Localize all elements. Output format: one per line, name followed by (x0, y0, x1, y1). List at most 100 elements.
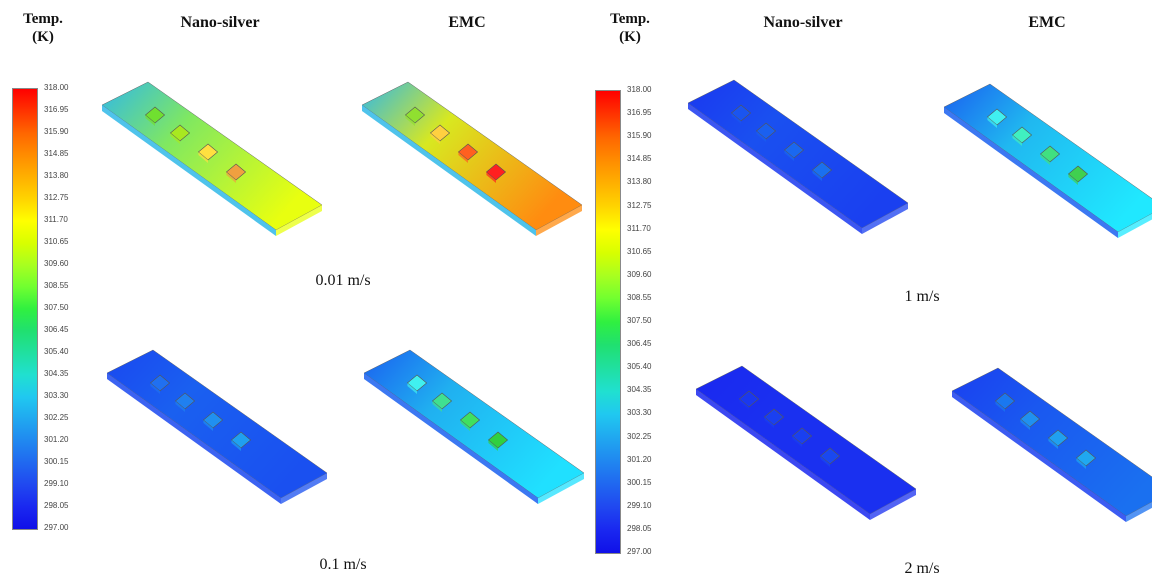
panel-001-emc (361, 81, 583, 236)
colorbar-tick-label: 307.50 (627, 316, 652, 325)
chip-side (1020, 419, 1030, 430)
colorbar-tick-label: 313.80 (44, 171, 69, 180)
chip-side (198, 152, 208, 163)
chip-side (432, 401, 442, 412)
temp-header-line2: (K) (619, 29, 641, 45)
temp-header-left: Temp. (K) (8, 10, 78, 46)
panel-1-nano-silver (687, 79, 909, 234)
temp-header-line1: Temp. (610, 11, 650, 27)
chip-side (486, 172, 496, 183)
chip-side (170, 133, 180, 144)
colorbar-tick-label: 305.40 (627, 362, 652, 372)
chip-side (1068, 174, 1078, 185)
speed-label-001: 0.01 m/s (315, 272, 371, 289)
panel-1-emc (943, 83, 1152, 238)
chip-side (792, 436, 802, 447)
colorbar-tick-label: 316.95 (44, 105, 69, 114)
panel-2-nano-silver (695, 365, 917, 520)
colorbar-tick-label: 301.20 (44, 435, 69, 444)
chip-side (203, 420, 213, 431)
colorbar-tick-label: 313.80 (627, 177, 652, 187)
colorbar-tick-label: 309.60 (627, 269, 652, 279)
plate-edge (696, 389, 870, 520)
chip-side (458, 152, 468, 163)
plate-edge (362, 105, 536, 236)
colorbar-tick-label: 311.70 (627, 223, 651, 233)
nano-silver-header-right: Nano-silver (763, 14, 843, 31)
colorbar-tick-label: 310.65 (627, 246, 652, 256)
emc-header-left: EMC (448, 14, 486, 31)
plate-edge-side (538, 473, 584, 504)
colorbar-tick-label: 318.00 (627, 85, 652, 94)
chip-side (231, 440, 241, 451)
colorbar-tick-label: 301.20 (627, 454, 652, 464)
colorbar-tick-label: 312.75 (44, 193, 69, 202)
panel-2-emc (951, 367, 1152, 522)
colorbar-tick-label: 312.75 (627, 200, 652, 210)
plate-edge-side (862, 203, 908, 234)
colorbar-tick-label: 305.40 (44, 347, 69, 356)
plate-edge (364, 373, 538, 504)
speed-label-1: 1 m/s (904, 288, 940, 305)
plate-edge (107, 373, 281, 504)
colorbar-tick-label: 299.10 (44, 479, 69, 488)
colorbar-tick-label: 300.15 (44, 457, 69, 466)
chip-side (226, 172, 236, 183)
chip-side (739, 399, 749, 410)
chip-side (150, 383, 160, 394)
colorbar-left (12, 88, 38, 530)
plate-edge (952, 391, 1126, 522)
chip-side (430, 133, 440, 144)
plate-edge-side (276, 205, 322, 236)
temp-header-right: Temp. (K) (595, 10, 665, 46)
chip-side (812, 170, 822, 181)
chip-side (731, 113, 741, 124)
colorbar-tick-label: 310.65 (44, 237, 69, 246)
speed-label-01: 0.1 m/s (319, 556, 367, 573)
colorbar-tick-label: 315.90 (627, 131, 652, 141)
temp-header-line1: Temp. (23, 11, 63, 27)
colorbar-tick-label: 304.35 (44, 369, 69, 378)
chip-side (488, 440, 498, 451)
chip-side (175, 401, 185, 412)
chip-side (1012, 135, 1022, 146)
chip-side (1040, 154, 1050, 165)
plate-edge-side (1118, 213, 1152, 238)
panel-01-nano-silver (106, 349, 328, 504)
plate-edge-side (281, 473, 327, 504)
colorbar-tick-label: 303.30 (44, 391, 69, 400)
colorbar-tick-label: 316.95 (627, 108, 652, 118)
chip-side (995, 401, 1005, 412)
chip-side (784, 150, 794, 161)
colorbar-tick-label: 308.55 (44, 281, 69, 290)
colorbar-tick-label: 300.15 (627, 477, 652, 487)
colorbar-tick-label: 304.35 (627, 385, 652, 395)
plate-edge-side (1126, 501, 1152, 522)
colorbar-tick-label: 306.45 (627, 339, 652, 349)
colorbar-tick-label: 311.70 (44, 215, 68, 224)
colorbar-tick-label: 314.85 (627, 154, 652, 164)
colorbar-tick-label: 302.25 (627, 431, 652, 441)
plate-edge-side (870, 489, 916, 520)
colorbar-tick-label: 297.00 (627, 547, 652, 556)
colorbar-tick-label: 306.45 (44, 325, 69, 334)
colorbar-tick-label: 307.50 (44, 303, 69, 312)
chip-side (820, 456, 830, 467)
colorbar-tick-label: 302.25 (44, 413, 69, 422)
panel-001-nano-silver (101, 81, 323, 236)
plate-edge-side (536, 205, 582, 236)
chip-side (145, 115, 155, 126)
chip-side (405, 115, 415, 126)
colorbar-tick-label: 298.05 (44, 501, 69, 510)
colorbar-tick-label: 298.05 (627, 523, 652, 533)
colorbar-tick-label: 297.00 (44, 523, 69, 532)
chip-side (1048, 438, 1058, 449)
colorbar-tick-label: 308.55 (627, 292, 652, 302)
panel-01-emc (363, 349, 585, 504)
emc-header-right: EMC (1028, 14, 1066, 31)
nano-silver-header-left: Nano-silver (180, 14, 260, 31)
colorbar-tick-label: 309.60 (44, 259, 69, 268)
colorbar-tick-label: 299.10 (627, 500, 652, 510)
colorbar-tick-label: 314.85 (44, 149, 69, 158)
plate-edge (102, 105, 276, 236)
